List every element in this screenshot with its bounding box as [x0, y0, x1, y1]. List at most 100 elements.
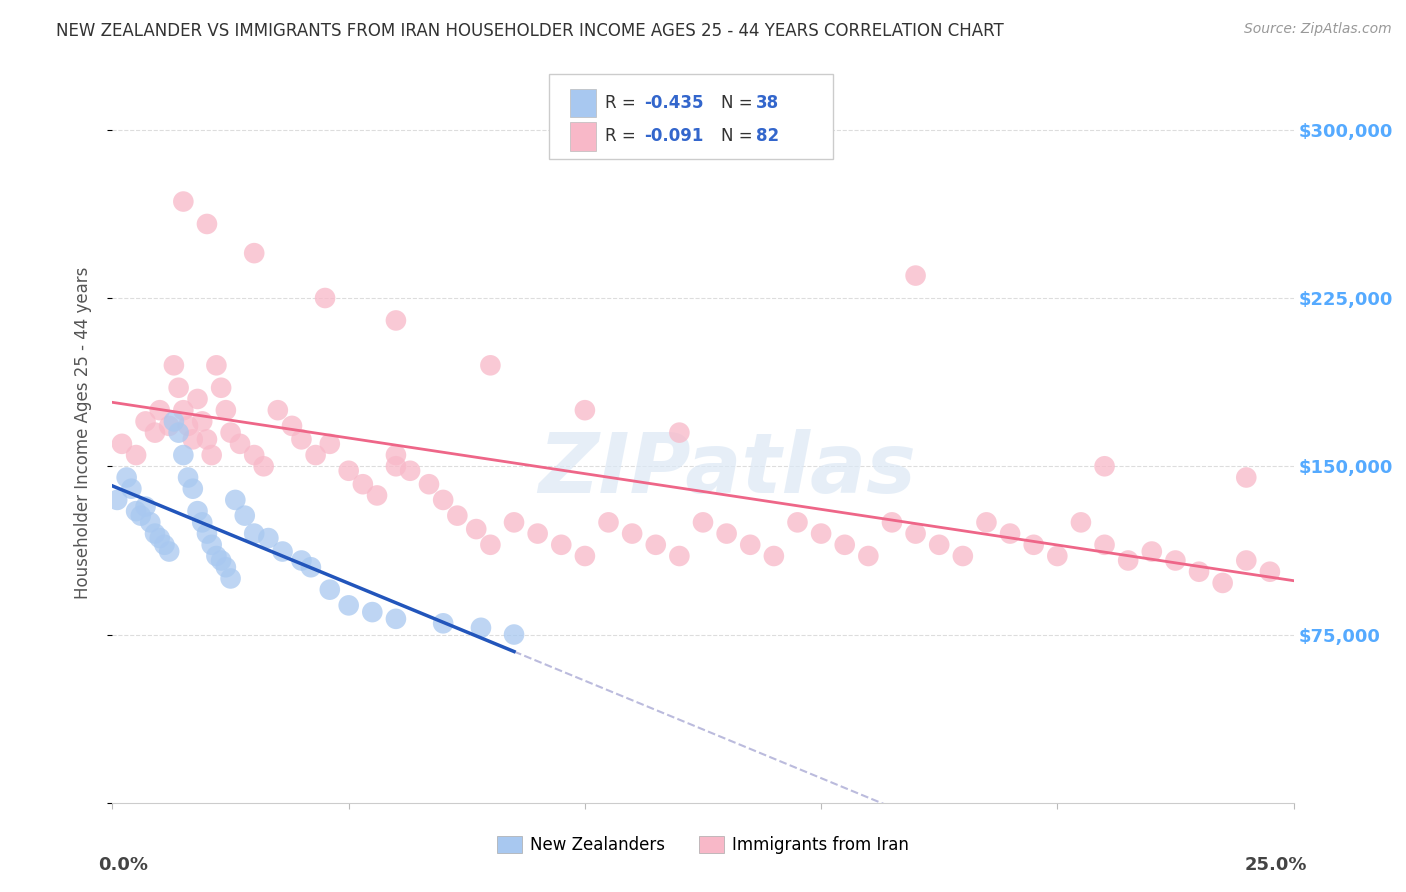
Point [418, 477, 440, 491]
Point [314, 291, 336, 305]
Point [163, 359, 186, 373]
FancyBboxPatch shape [569, 122, 596, 151]
Point [668, 425, 690, 440]
Point [143, 526, 166, 541]
Point [215, 403, 238, 417]
Point [526, 526, 548, 541]
Point [195, 433, 218, 447]
Text: R =: R = [605, 128, 641, 145]
Point [290, 553, 312, 567]
Point [998, 526, 1021, 541]
Point [1164, 553, 1187, 567]
Point [385, 448, 408, 462]
Point [299, 560, 322, 574]
Text: ZIPatlas: ZIPatlas [537, 429, 915, 510]
Point [224, 492, 246, 507]
Point [201, 448, 224, 462]
Point [880, 516, 903, 530]
Point [172, 194, 194, 209]
Point [1140, 544, 1163, 558]
Text: N =: N = [721, 128, 758, 145]
Point [1046, 549, 1069, 563]
Point [243, 448, 266, 462]
Point [209, 381, 232, 395]
Point [120, 482, 142, 496]
Point [858, 549, 880, 563]
Point [810, 526, 832, 541]
Text: -0.091: -0.091 [644, 128, 703, 145]
Point [271, 544, 294, 558]
Text: 0.0%: 0.0% [98, 856, 149, 874]
Point [191, 516, 214, 530]
Point [205, 359, 228, 373]
Point [304, 448, 326, 462]
Point [195, 217, 218, 231]
Point [574, 549, 596, 563]
Point [432, 616, 454, 631]
Point [149, 403, 172, 417]
Point [115, 470, 138, 484]
Point [716, 526, 738, 541]
Point [1022, 538, 1045, 552]
Text: 38: 38 [756, 95, 779, 112]
FancyBboxPatch shape [569, 89, 596, 117]
Point [290, 433, 312, 447]
Point [186, 392, 208, 406]
Point [952, 549, 974, 563]
Point [1094, 538, 1116, 552]
Point [209, 553, 232, 567]
Point [550, 538, 572, 552]
Point [574, 403, 596, 417]
Point [319, 582, 342, 597]
Text: -0.435: -0.435 [644, 95, 703, 112]
Point [366, 488, 388, 502]
Point [337, 464, 360, 478]
Point [181, 482, 204, 496]
Point [181, 433, 204, 447]
Point [446, 508, 468, 523]
Point [1188, 565, 1211, 579]
Text: 82: 82 [756, 128, 779, 145]
Point [229, 437, 252, 451]
Point [786, 516, 808, 530]
Point [1258, 565, 1281, 579]
Text: N =: N = [721, 95, 758, 112]
Point [385, 612, 408, 626]
Point [177, 470, 200, 484]
Point [219, 571, 242, 585]
Legend: New Zealanders, Immigrants from Iran: New Zealanders, Immigrants from Iran [491, 830, 915, 861]
Point [1212, 576, 1234, 591]
Point [135, 414, 157, 428]
Point [928, 538, 950, 552]
Point [1234, 470, 1257, 484]
Point [143, 425, 166, 440]
Point [186, 504, 208, 518]
Point [762, 549, 785, 563]
Point [834, 538, 856, 552]
Point [465, 522, 488, 536]
Point [352, 477, 374, 491]
Point [644, 538, 666, 552]
Point [139, 516, 162, 530]
Point [470, 621, 492, 635]
FancyBboxPatch shape [550, 73, 832, 159]
Point [479, 538, 502, 552]
Point [129, 508, 152, 523]
Point [361, 605, 384, 619]
Point [976, 516, 998, 530]
Point [163, 414, 186, 428]
Point [205, 549, 228, 563]
Point [243, 526, 266, 541]
Point [740, 538, 762, 552]
Point [105, 492, 128, 507]
Point [201, 538, 224, 552]
Point [1094, 459, 1116, 474]
Text: NEW ZEALANDER VS IMMIGRANTS FROM IRAN HOUSEHOLDER INCOME AGES 25 - 44 YEARS CORR: NEW ZEALANDER VS IMMIGRANTS FROM IRAN HO… [56, 22, 1004, 40]
Point [479, 359, 502, 373]
Point [1116, 553, 1139, 567]
Point [149, 531, 172, 545]
Point [385, 313, 408, 327]
Point [125, 448, 148, 462]
Point [385, 459, 408, 474]
Point [668, 549, 690, 563]
